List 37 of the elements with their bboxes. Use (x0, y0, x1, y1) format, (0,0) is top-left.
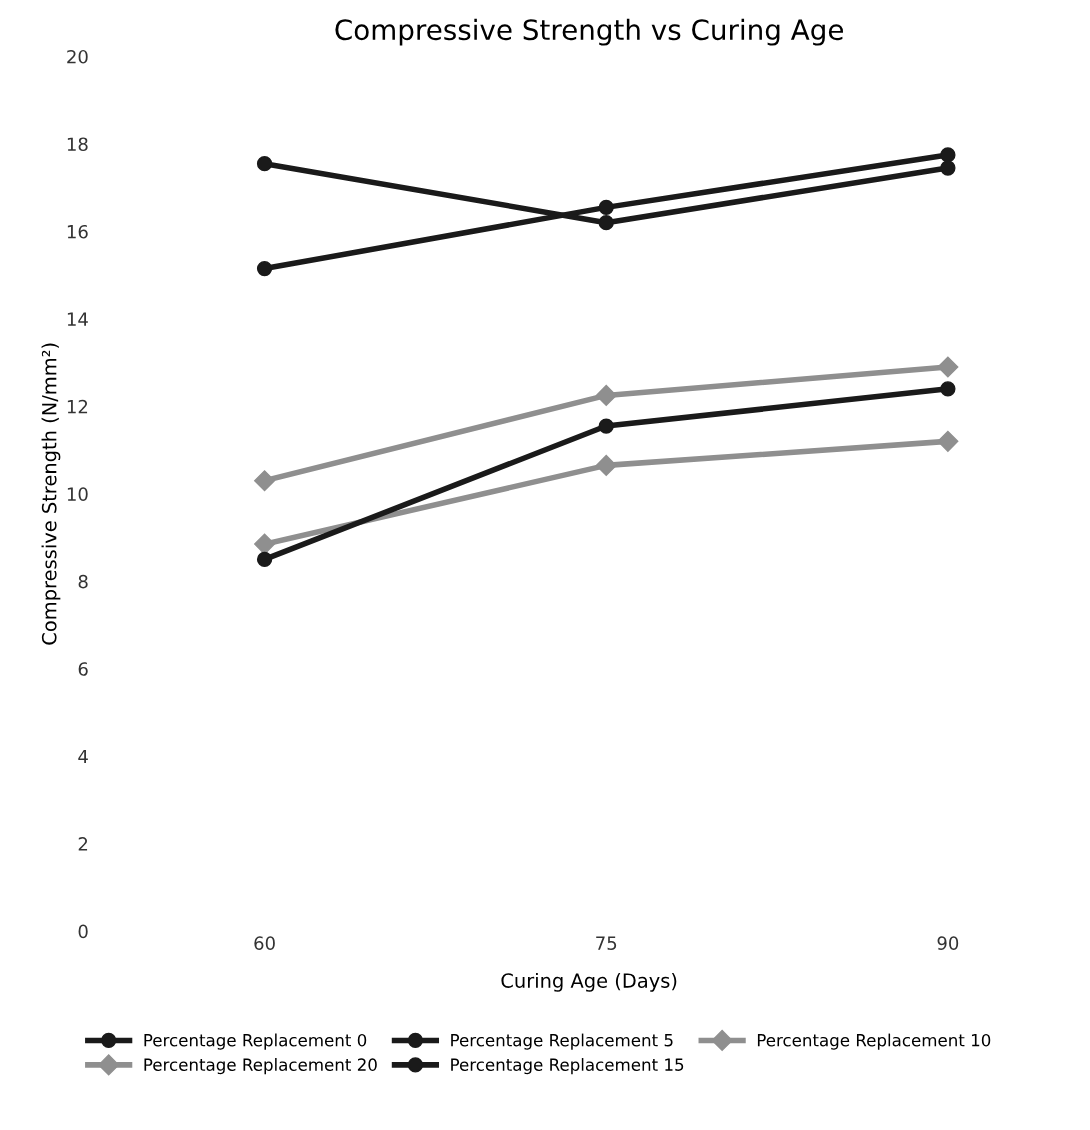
y-tick-label: 4 (78, 749, 88, 764)
y-axis-title: Compressive Strength (N/mm²) (41, 343, 61, 645)
x-axis-title: Curing Age (Days) (501, 972, 677, 992)
legend-label: Percentage Replacement 20 (144, 1058, 377, 1075)
point (256, 260, 273, 277)
legend-label: Percentage Replacement 0 (144, 1033, 367, 1050)
y-tick-label: 18 (67, 137, 88, 152)
y-tick-label: 14 (67, 312, 88, 326)
point (937, 356, 959, 378)
point (595, 384, 617, 406)
y-tick-label: 0 (78, 924, 88, 939)
legend-label: Percentage Replacement 10 (757, 1033, 991, 1050)
y-tick-label: 10 (67, 487, 88, 501)
point (254, 470, 276, 492)
x-tick-label: 60 (254, 936, 275, 950)
y-tick-label: 20 (67, 49, 88, 64)
point (940, 147, 956, 163)
point (256, 551, 273, 568)
legend-label: Percentage Replacement 15 (451, 1058, 684, 1075)
point (254, 533, 276, 555)
point (598, 199, 614, 216)
chart-title: Compressive Strength vs Curing Age (335, 18, 843, 46)
point (595, 454, 617, 476)
y-tick-label: 2 (78, 837, 88, 851)
x-tick-label: 75 (596, 936, 617, 950)
point (256, 156, 273, 172)
y-tick-label: 6 (78, 662, 88, 676)
point (598, 215, 614, 231)
x-tick-label: 90 (937, 936, 959, 950)
y-tick-label: 12 (67, 399, 88, 414)
legend-label: Percentage Replacement 5 (451, 1033, 673, 1050)
y-tick-label: 8 (78, 574, 88, 589)
y-tick-label: 16 (67, 224, 88, 239)
point (598, 418, 614, 434)
point (940, 160, 956, 176)
point (940, 381, 956, 397)
point (937, 430, 959, 452)
